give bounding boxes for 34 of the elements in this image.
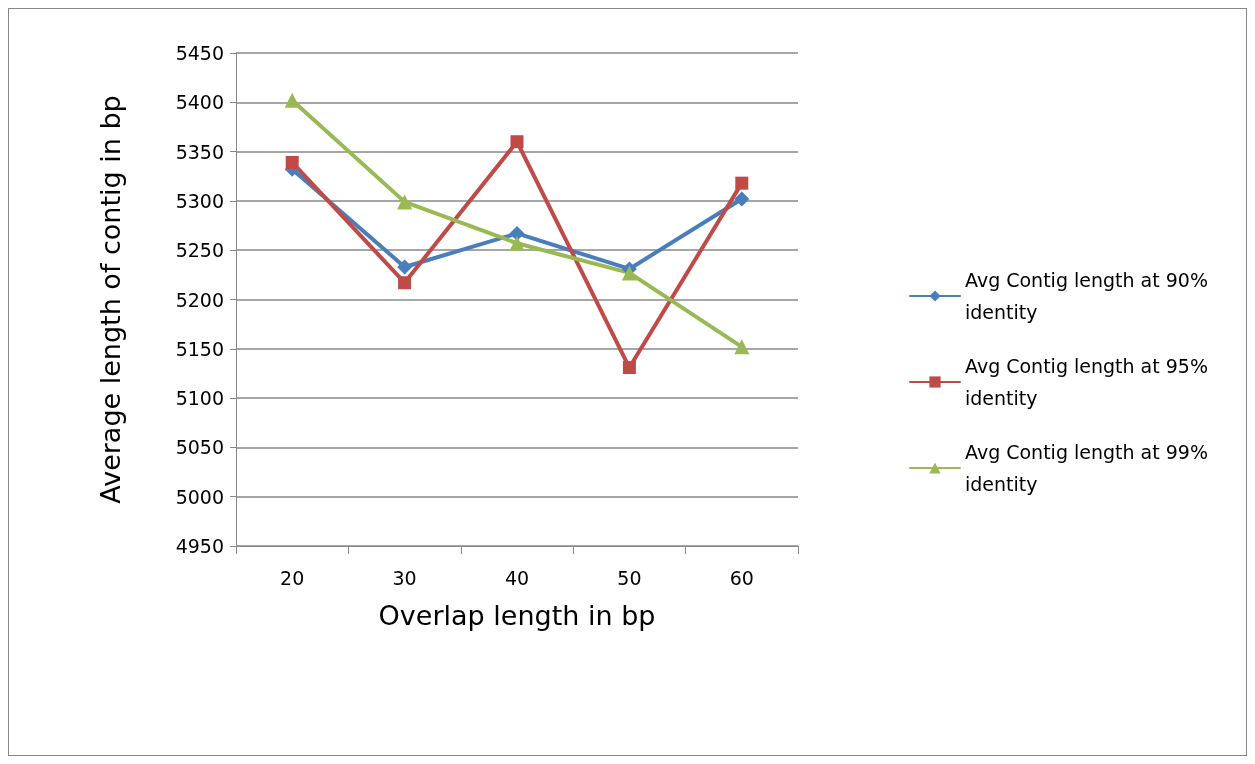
- point: [735, 176, 749, 190]
- point: [397, 259, 413, 275]
- y-tick-label: 5150: [175, 337, 224, 360]
- point: [621, 265, 637, 281]
- x-tick-label: 40: [504, 566, 530, 589]
- x-tick-label: 50: [617, 566, 642, 589]
- y-tick-label: 5400: [175, 91, 224, 114]
- point: [509, 235, 525, 251]
- x-axis-title: Overlap length in bp: [378, 600, 656, 631]
- y-tick-label: 5350: [175, 140, 224, 163]
- y-tick-label: 5000: [175, 485, 224, 508]
- point: [734, 339, 750, 355]
- y-axis-title: Average length of contig in bp: [95, 95, 126, 504]
- point: [622, 361, 636, 375]
- point: [284, 92, 300, 108]
- y-tick-label: 5200: [175, 288, 224, 311]
- point: [398, 276, 412, 290]
- point: [734, 191, 750, 207]
- y-tick-label: 5250: [175, 239, 224, 262]
- point: [285, 155, 299, 169]
- legend-label: Avg Contig length at 99% identity: [965, 441, 1208, 495]
- point: [397, 194, 413, 210]
- x-tick-label: 30: [392, 566, 417, 589]
- point: [509, 225, 525, 241]
- y-tick-label: 5450: [175, 42, 224, 64]
- y-tick-label: 5100: [175, 387, 224, 410]
- y-tick-label: 5050: [175, 436, 224, 459]
- y-tick-label: 4950: [175, 535, 224, 557]
- legend-label: Avg Contig length at 95% identity: [965, 355, 1208, 409]
- legend-label: Avg Contig length at 90% identity: [965, 269, 1208, 323]
- point: [510, 135, 524, 149]
- x-tick-label: 60: [729, 566, 754, 589]
- x-tick-label: 20: [280, 566, 305, 589]
- y-tick-label: 5300: [175, 189, 224, 212]
